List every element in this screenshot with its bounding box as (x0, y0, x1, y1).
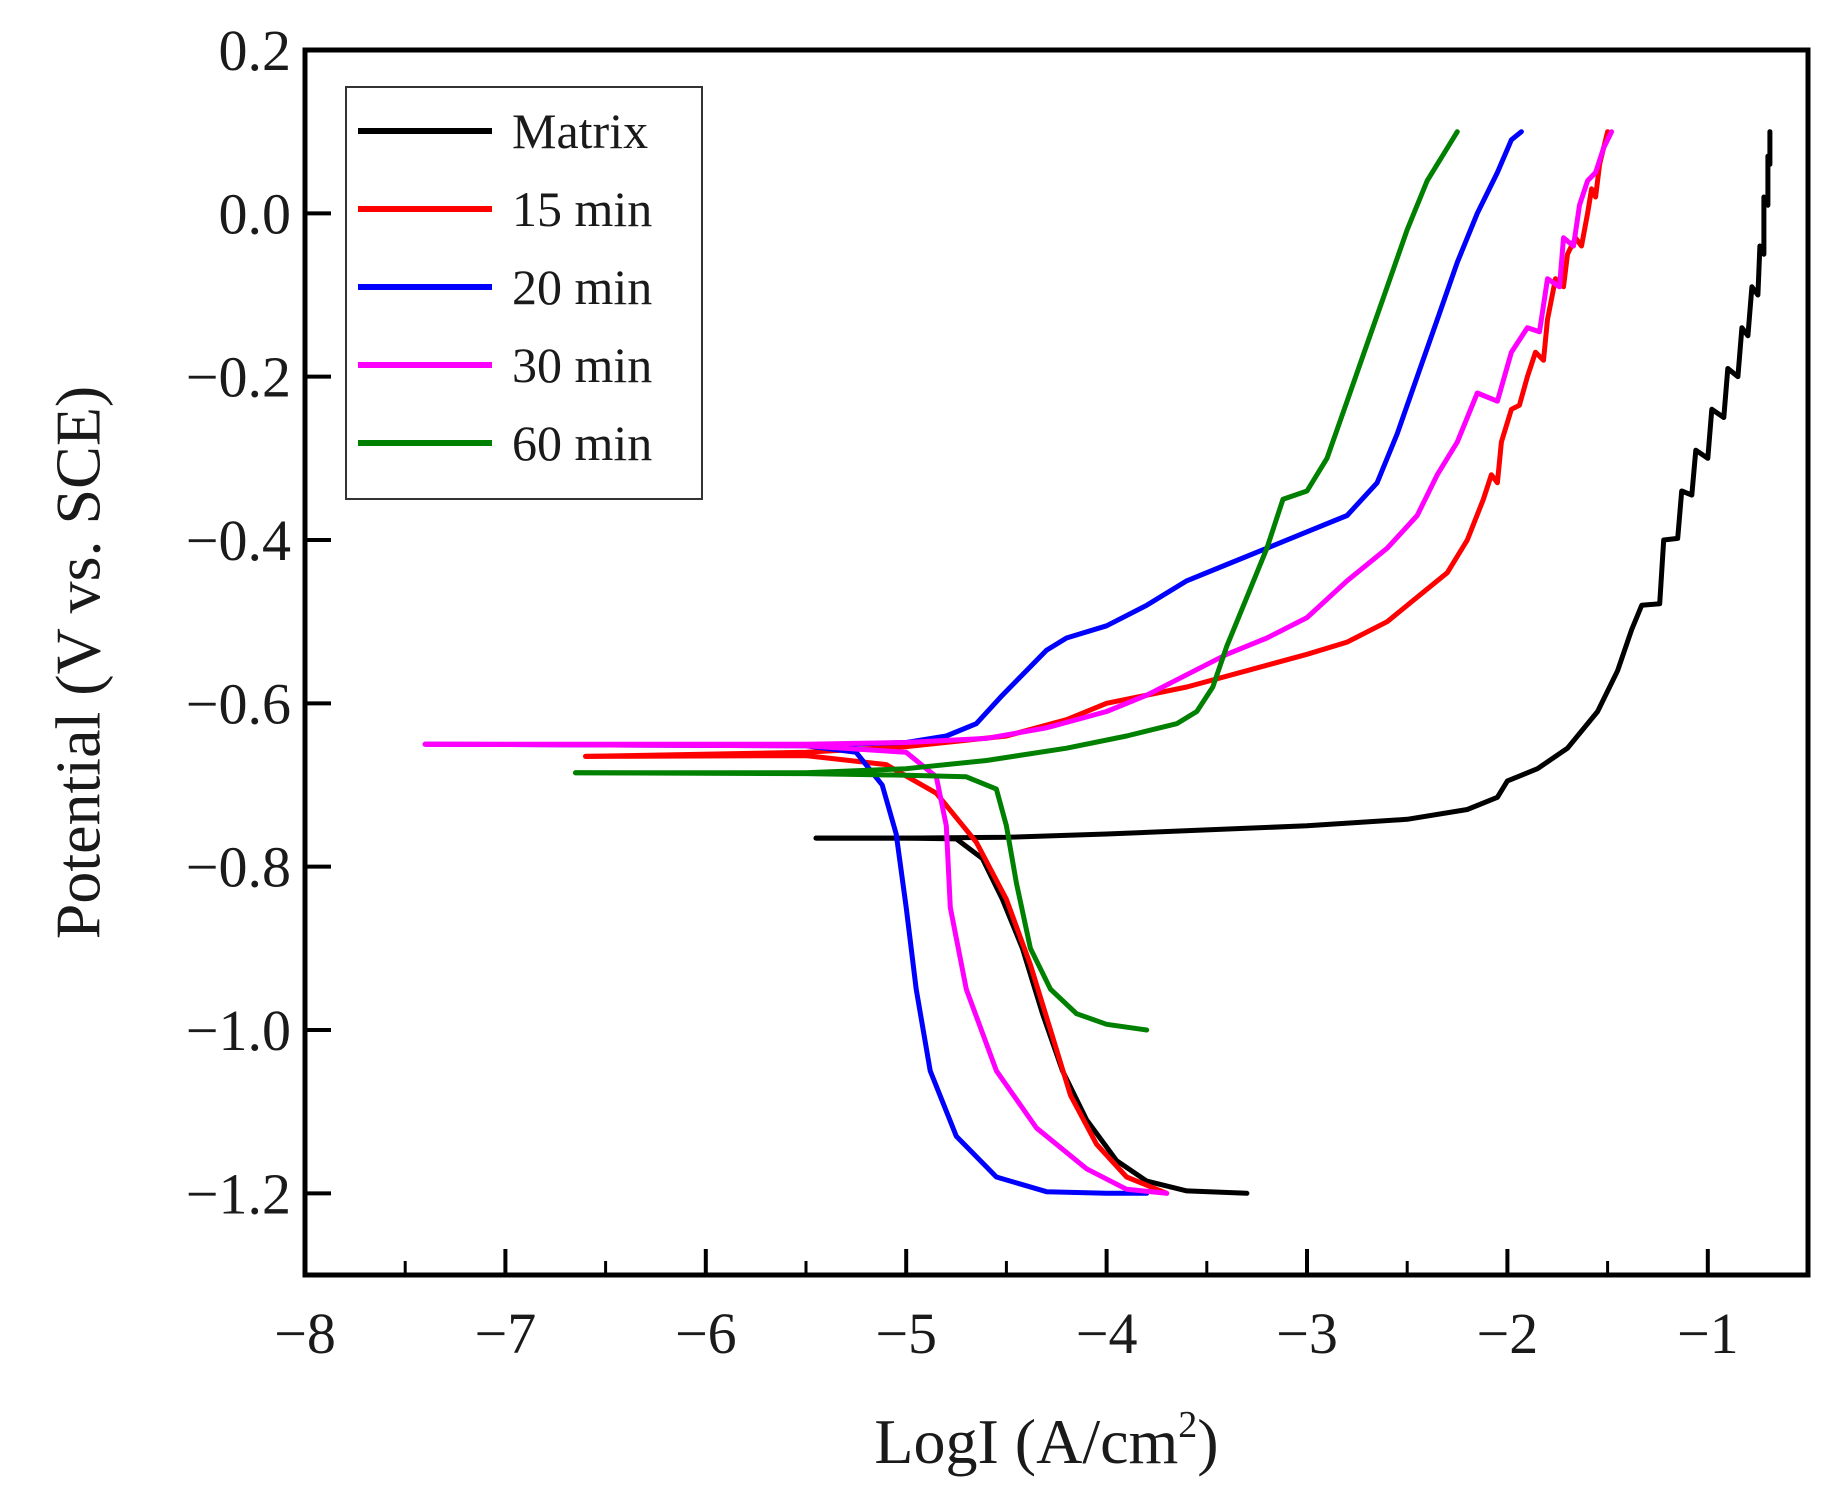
legend-label-15-min: 15 min (512, 181, 652, 237)
series-20-min-cathodic-line (422, 741, 1150, 1196)
series-matrix-anodic-line (813, 129, 1773, 841)
legend-box (345, 86, 703, 500)
x-tick-label: −7 (475, 1301, 537, 1366)
series-20-min-anodic-line (843, 129, 1524, 747)
legend-label-matrix: Matrix (512, 103, 648, 159)
legend: Matrix 15 min 20 min 30 min 60 min (345, 86, 703, 500)
x-tick-label: −2 (1477, 1301, 1539, 1366)
series-60-min-anodic-line (573, 129, 1460, 776)
x-tick-label: −8 (274, 1301, 336, 1366)
x-tick-label: −6 (675, 1301, 737, 1366)
y-tick-label: −1.0 (186, 998, 291, 1063)
y-tick-label: 0.0 (219, 181, 292, 246)
x-tick-label: −3 (1276, 1301, 1338, 1366)
x-axis-title-close: ) (1197, 1406, 1218, 1477)
x-axis-title: LogI (A/cm2) (874, 1404, 1218, 1477)
y-tick-label: −0.4 (186, 508, 291, 573)
x-axis-title-main: LogI (A/cm (874, 1406, 1178, 1477)
series-30-min-anodic-line (422, 129, 1615, 747)
series-30-min-cathodic-line (422, 741, 1170, 1196)
series-layer (422, 129, 1773, 1196)
x-tick-label: −1 (1677, 1301, 1739, 1366)
y-tick-label: −0.2 (186, 345, 291, 410)
series-60-min-cathodic-line (573, 770, 1150, 1033)
ticks-layer: −8 −7 −6 −5 −4 −3 −2 −1 0.2 0.0 −0.2 −0.4 −0.6 −0.8 −1… (186, 18, 1739, 1366)
x-axis-title-superscript: 2 (1178, 1404, 1197, 1446)
x-tick-label: −4 (1076, 1301, 1138, 1366)
y-tick-label: 0.2 (219, 18, 292, 83)
y-axis-title: Potential (V vs. SCE) (43, 386, 114, 940)
legend-label-20-min: 20 min (512, 259, 652, 315)
series-15-min-cathodic-line (583, 753, 1170, 1196)
series-15-min-anodic-line (583, 129, 1611, 759)
y-tick-label: −0.8 (186, 835, 291, 900)
plot-frame (302, 47, 1811, 1278)
x-tick-label: −5 (875, 1301, 937, 1366)
legend-label-60-min: 60 min (512, 415, 652, 471)
y-tick-label: −0.6 (186, 671, 291, 736)
legend-label-30-min: 30 min (512, 337, 652, 393)
y-tick-label: −1.2 (186, 1161, 291, 1226)
